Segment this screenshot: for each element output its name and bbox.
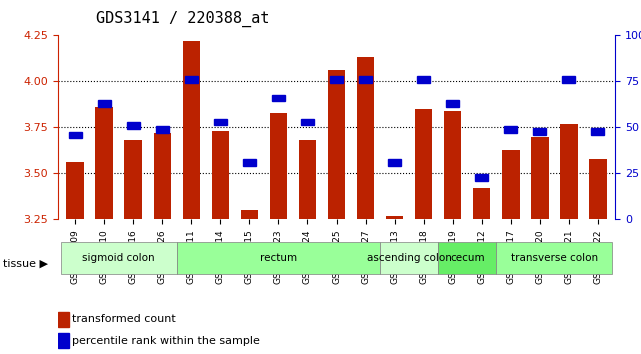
Bar	[243, 159, 256, 166]
Bar	[359, 76, 372, 83]
Bar	[67, 162, 84, 219]
Bar	[212, 131, 229, 219]
FancyBboxPatch shape	[61, 242, 177, 274]
Bar	[183, 41, 200, 219]
Bar	[589, 159, 606, 219]
FancyBboxPatch shape	[380, 242, 438, 274]
Bar	[328, 70, 345, 219]
Text: tissue ▶: tissue ▶	[3, 259, 48, 269]
Bar	[97, 101, 111, 107]
Bar	[301, 119, 314, 125]
Bar	[357, 57, 374, 219]
Bar	[417, 76, 430, 83]
Bar	[592, 128, 604, 135]
Text: sigmoid colon: sigmoid colon	[83, 253, 155, 263]
Bar	[562, 76, 576, 83]
Bar	[388, 159, 401, 166]
Bar	[415, 109, 433, 219]
FancyBboxPatch shape	[496, 242, 612, 274]
Text: rectum: rectum	[260, 253, 297, 263]
Bar	[127, 122, 140, 129]
Bar	[58, 333, 69, 348]
Text: transverse colon: transverse colon	[511, 253, 598, 263]
Bar	[330, 76, 343, 83]
Bar	[531, 137, 549, 219]
FancyBboxPatch shape	[438, 242, 496, 274]
Text: transformed count: transformed count	[72, 314, 176, 325]
Bar	[446, 101, 459, 107]
FancyBboxPatch shape	[177, 242, 380, 274]
Bar	[533, 128, 546, 135]
Bar	[444, 111, 462, 219]
Text: GDS3141 / 220388_at: GDS3141 / 220388_at	[96, 11, 269, 27]
Bar	[560, 124, 578, 219]
Bar	[475, 174, 488, 181]
Bar	[473, 188, 490, 219]
Bar	[504, 126, 517, 133]
Bar	[272, 95, 285, 102]
Bar	[156, 126, 169, 133]
Bar	[386, 216, 403, 219]
Bar	[240, 210, 258, 219]
Bar	[299, 140, 316, 219]
Text: ascending colon: ascending colon	[367, 253, 451, 263]
Bar	[502, 149, 519, 219]
Bar	[124, 140, 142, 219]
Bar	[214, 119, 227, 125]
Bar	[58, 312, 69, 327]
Text: percentile rank within the sample: percentile rank within the sample	[72, 336, 260, 346]
Bar	[185, 76, 198, 83]
Bar	[69, 132, 81, 138]
Bar	[270, 113, 287, 219]
Text: cecum: cecum	[450, 253, 485, 263]
Bar	[154, 133, 171, 219]
Bar	[96, 107, 113, 219]
